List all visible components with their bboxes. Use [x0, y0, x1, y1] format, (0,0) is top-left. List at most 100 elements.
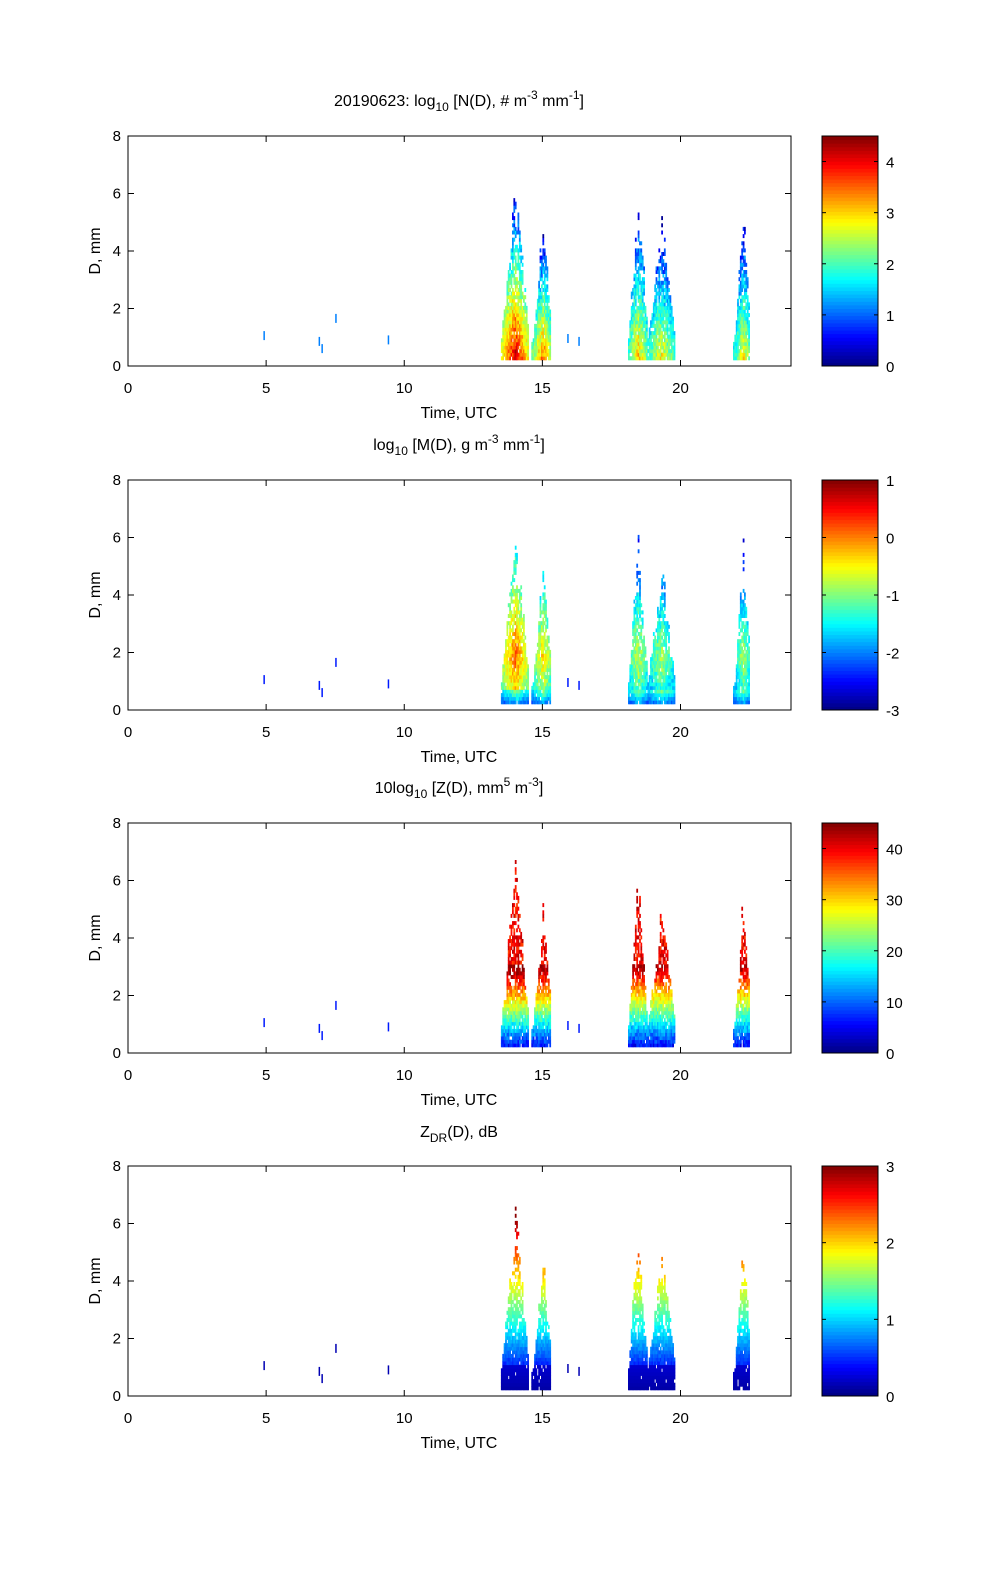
heatmap-cell — [669, 675, 672, 680]
heatmap-cell — [673, 334, 676, 339]
heatmap-cell — [636, 985, 639, 990]
heatmap-cell — [650, 700, 652, 705]
heatmap-cell — [502, 345, 505, 350]
heatmap-cell — [741, 599, 744, 604]
heatmap-cell — [739, 1003, 742, 1008]
heatmap-cell — [640, 1043, 643, 1048]
heatmap-cell — [503, 338, 506, 343]
heatmap-cell — [518, 689, 521, 694]
heatmap-cell — [744, 949, 746, 954]
heatmap-cell — [512, 305, 514, 310]
heatmap-cell — [514, 255, 517, 260]
heatmap-cell — [643, 338, 645, 343]
heatmap-cell — [541, 352, 543, 357]
heatmap-cell — [637, 248, 640, 253]
heatmap-cell — [507, 671, 510, 676]
heatmap-cell — [739, 320, 742, 325]
heatmap-cell — [543, 349, 546, 354]
heatmap-cell — [524, 653, 527, 658]
colorbar-step — [822, 573, 878, 578]
heatmap-cell — [516, 667, 518, 672]
heatmap-cell — [661, 1021, 663, 1026]
heatmap-cell — [634, 313, 637, 318]
heatmap-cell — [654, 657, 657, 662]
heatmap-cell — [510, 1018, 513, 1023]
heatmap-cell — [670, 305, 673, 310]
heatmap-cell — [521, 978, 524, 983]
heatmap-cell — [744, 642, 746, 647]
heatmap-cell — [640, 632, 643, 636]
heatmap-cell — [513, 1036, 516, 1041]
heatmap-cell — [643, 334, 645, 339]
heatmap-cell — [505, 1000, 507, 1005]
heatmap-cell — [532, 700, 535, 705]
heatmap-cell — [643, 345, 645, 350]
heatmap-cell — [637, 338, 640, 343]
heatmap-cell — [633, 675, 636, 680]
heatmap-cell — [516, 928, 518, 933]
heatmap-cell — [543, 341, 546, 346]
heatmap-cell — [639, 960, 641, 965]
heatmap-cell — [525, 689, 528, 694]
heatmap-cell — [632, 675, 634, 680]
colorbar-step — [822, 652, 878, 657]
heatmap-cell — [744, 323, 746, 328]
colorbar-step — [822, 505, 878, 510]
heatmap-cell — [543, 971, 546, 976]
heatmap-cell — [647, 693, 650, 698]
heatmap-cell — [637, 685, 640, 690]
heatmap-cell — [514, 696, 517, 701]
heatmap-cell — [531, 341, 534, 346]
heatmap-cell — [650, 660, 652, 665]
heatmap-cell — [661, 578, 663, 583]
panel-title: 10log10 [Z(D), mm5 m-3] — [375, 775, 544, 801]
heatmap-cell — [517, 624, 520, 629]
heatmap-cell — [741, 313, 744, 318]
heatmap-cell — [514, 248, 517, 253]
heatmap-cell — [665, 305, 668, 310]
heatmap-cell — [516, 1003, 518, 1008]
heatmap-cell — [665, 352, 668, 357]
colorbar-step — [822, 627, 878, 632]
heatmap-cell — [744, 632, 746, 636]
heatmap-cell — [502, 693, 505, 698]
heatmap-cell — [746, 320, 749, 325]
heatmap-cell — [636, 664, 639, 669]
heatmap-cell — [661, 298, 663, 303]
heatmap-cell — [648, 1021, 651, 1026]
heatmap-cell — [643, 291, 645, 296]
heatmap-cell — [634, 331, 637, 336]
colorbar-tick-label: 3 — [886, 206, 894, 223]
heatmap-cell — [549, 696, 552, 701]
heatmap-cell — [514, 1021, 517, 1026]
heatmap-cell — [737, 1010, 739, 1015]
heatmap-cell — [662, 685, 665, 690]
heatmap-cell — [512, 1014, 514, 1019]
heatmap-cell — [659, 696, 662, 701]
heatmap-cell — [745, 628, 748, 633]
heatmap-cell — [514, 266, 517, 271]
heatmap-cell — [541, 323, 543, 328]
heatmap-cell — [514, 867, 517, 872]
heatmap-cell — [668, 671, 670, 676]
heatmap-cell — [742, 624, 745, 629]
heatmap-cell — [512, 967, 514, 972]
heatmap-cell — [668, 309, 670, 314]
heatmap-cell — [745, 313, 748, 318]
heatmap-cell — [509, 657, 511, 662]
heatmap-cell — [632, 1043, 634, 1048]
heatmap-cell — [655, 313, 658, 318]
heatmap-cell — [641, 1014, 644, 1019]
heatmap-cell — [739, 302, 742, 307]
heatmap-cell — [521, 621, 524, 626]
heatmap-cell — [516, 262, 518, 267]
heatmap-cell — [655, 1010, 658, 1015]
heatmap-cell — [549, 992, 552, 997]
heatmap-cell — [746, 621, 749, 626]
heatmap-cell — [517, 356, 520, 361]
heatmap-cell — [521, 996, 524, 1001]
heatmap-cell — [632, 624, 634, 629]
heatmap-cell — [502, 334, 505, 339]
heatmap-cell — [659, 614, 662, 618]
heatmap-cell — [640, 356, 643, 361]
